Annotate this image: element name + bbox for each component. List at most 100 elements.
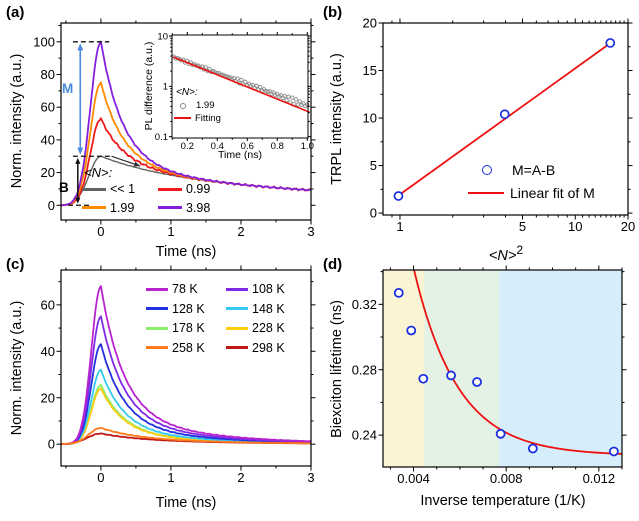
panel-b-x-axis-title-exponent: 2 (516, 243, 524, 257)
legend-item-label: 178 K (172, 321, 205, 335)
svg-text:60: 60 (41, 297, 55, 312)
svg-text:1.0: 1.0 (301, 141, 314, 152)
svg-text:0: 0 (370, 206, 377, 221)
legend-item-label: 78 K (172, 282, 198, 296)
legend-item-label: 0.99 (186, 182, 211, 196)
legend-line-swatch (158, 187, 182, 191)
svg-text:0: 0 (48, 437, 55, 452)
legend-item-label: 148 K (252, 301, 285, 316)
legend-item: 0.99 (158, 183, 210, 196)
legend-item: 128 K (146, 301, 222, 316)
svg-text:20: 20 (41, 165, 55, 180)
svg-text:5: 5 (370, 158, 377, 173)
panel-b-x-axis-title-base: <N> (488, 247, 517, 264)
legend-item-label: 1.99 (110, 200, 135, 215)
annotation-b-label: B (59, 180, 69, 195)
legend-item-label: 3.98 (186, 200, 211, 215)
legend-line-swatch (468, 191, 504, 195)
svg-text:0: 0 (97, 470, 104, 485)
svg-text:3: 3 (307, 470, 314, 485)
svg-text:0.8: 0.8 (271, 141, 284, 152)
panel-c-legend: 78 K 108 K 128 K 148 K 178 K 228 K 258 K… (146, 283, 285, 354)
panel-b-y-axis-title: TRPL intensity (a.u.) (329, 53, 345, 185)
legend-line-swatch (82, 206, 106, 210)
annotation-m-label: M (62, 81, 74, 96)
legend-item: 1.99 (82, 200, 154, 215)
legend-line-swatch (146, 287, 168, 291)
panel-d-y-axis-title: Biexciton lifetime (ns) (329, 300, 345, 438)
panel-label-b: (b) (323, 4, 343, 21)
svg-text:0.6: 0.6 (241, 141, 254, 152)
svg-text:20: 20 (621, 219, 635, 234)
legend-item: 178 K (146, 322, 222, 335)
svg-text:20: 20 (41, 390, 55, 405)
legend-item-label: Linear fit of M (510, 185, 595, 201)
legend-circle-swatch (180, 102, 186, 109)
legend-item: << 1 (82, 183, 154, 196)
legend-line-swatch (158, 206, 182, 210)
legend-line-swatch (82, 187, 106, 191)
legend-item-label: 1.99 (196, 100, 215, 111)
svg-text:0.1: 0.1 (155, 132, 168, 143)
svg-text:0: 0 (48, 198, 55, 213)
svg-text:20: 20 (363, 16, 377, 31)
svg-text:40: 40 (41, 344, 55, 359)
legend-item: 3.98 (158, 200, 211, 215)
legend-item: Fitting (174, 112, 221, 124)
panel-label-c: (c) (6, 256, 25, 273)
svg-text:40: 40 (41, 132, 55, 147)
svg-text:1: 1 (167, 470, 174, 485)
svg-text:3: 3 (307, 224, 314, 239)
legend-item-label: 108 K (252, 282, 285, 296)
svg-text:2: 2 (237, 470, 244, 485)
legend-item: M=A-B (468, 163, 595, 177)
panel-c-legend-grid: 78 K 108 K 128 K 148 K 178 K 228 K 258 K… (146, 283, 285, 354)
svg-text:0: 0 (97, 224, 104, 239)
panel-a-y-axis-title: Norm. intensity (a.u.) (9, 53, 25, 189)
panel-b-legend: M=A-B Linear fit of M (468, 163, 595, 209)
panel-c-y-axis-title: Norm. intensity (a.u.) (9, 300, 25, 436)
svg-text:0.2: 0.2 (181, 141, 194, 152)
legend-item-label: 128 K (172, 301, 205, 316)
svg-text:0.012: 0.012 (583, 471, 616, 486)
svg-text:10: 10 (157, 31, 168, 42)
svg-text:80: 80 (41, 67, 55, 82)
legend-item: Linear fit of M (468, 186, 595, 200)
legend-item-label: << 1 (110, 182, 136, 196)
legend-line-swatch (146, 346, 168, 350)
panel-label-d: (d) (323, 256, 343, 273)
legend-item: 148 K (226, 301, 285, 316)
legend-item: 298 K (226, 341, 285, 355)
legend-item: 1.99 (174, 101, 221, 111)
legend-line-swatch (174, 117, 191, 120)
legend-item-label: 258 K (172, 340, 205, 355)
svg-text:0.32: 0.32 (352, 297, 377, 312)
svg-text:0.24: 0.24 (352, 428, 377, 443)
legend-item: 108 K (226, 283, 285, 296)
panel-a-legend-header: <N>: (84, 165, 113, 180)
legend-item-label: Fitting (195, 112, 221, 124)
panel-c-x-axis-title: Time (ns) (155, 495, 217, 511)
panel-a-legend-grid: << 1 0.99 1.99 3.98 (82, 183, 210, 214)
svg-text:1: 1 (163, 82, 168, 93)
inset-x-axis-title: Time (ns) (218, 149, 262, 161)
legend-item: 258 K (146, 340, 222, 355)
panel-label-a: (a) (6, 4, 25, 21)
panel-b-x-axis-title: <N>2 (446, 243, 566, 264)
svg-text:15: 15 (363, 63, 377, 78)
svg-text:60: 60 (41, 100, 55, 115)
svg-text:1: 1 (396, 219, 403, 234)
svg-text:0.4: 0.4 (211, 141, 224, 152)
svg-text:10: 10 (363, 111, 377, 126)
inset-legend: <N>: 1.99 Fitting (174, 88, 221, 126)
legend-line-swatch (146, 307, 168, 311)
panel-a-x-axis-title: Time (ns) (155, 244, 217, 260)
panel-d-x-axis-title: Inverse temperature (1/K) (420, 493, 586, 509)
legend-line-swatch (226, 307, 248, 311)
legend-line-swatch (226, 287, 248, 291)
svg-text:0.008: 0.008 (490, 471, 523, 486)
legend-item-label: 228 K (252, 321, 285, 335)
panel-a-legend: <N>: << 1 0.99 1.99 3.98 (82, 166, 210, 214)
